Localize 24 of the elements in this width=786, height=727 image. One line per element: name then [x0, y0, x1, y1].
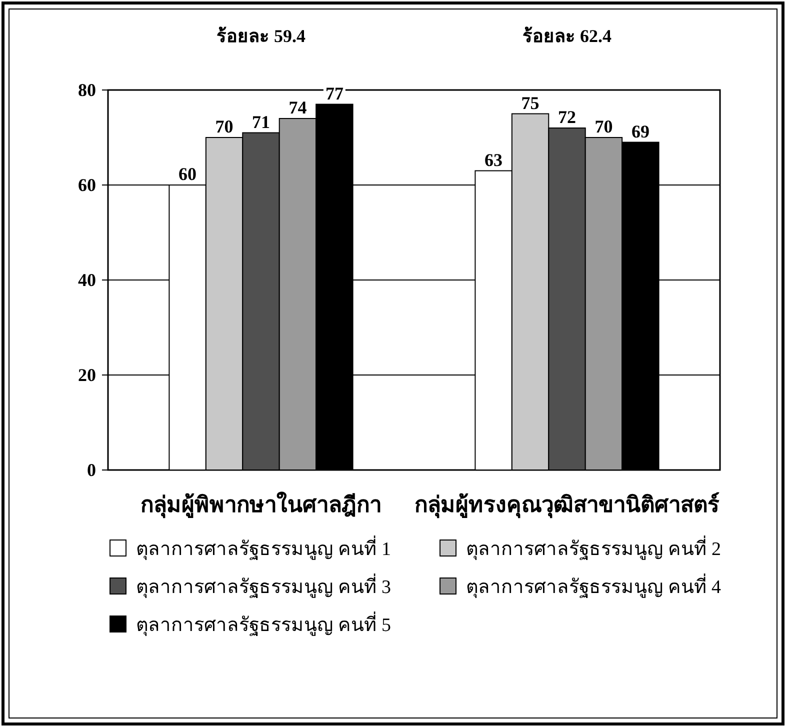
y-tick-label: 0: [87, 460, 96, 480]
legend-label: ตุลาการศาลรัฐธรรมนูญ คนที่ 5: [136, 611, 391, 637]
y-tick-label: 40: [78, 270, 96, 290]
data-label: 63: [484, 150, 503, 170]
x-tick-label: กลุ่มผู้ทรงคุณวุฒิสาขานิติศาสตร์: [414, 492, 720, 519]
data-label: 72: [558, 107, 576, 127]
legend-label: ตุลาการศาลรัฐธรรมนูญ คนที่ 1: [136, 535, 391, 561]
x-tick-label: กลุ่มผู้พิพากษาในศาลฎีกา: [140, 491, 382, 519]
data-label: 69: [631, 121, 650, 142]
text: ร้อยละ 59.4: [216, 26, 306, 46]
y-tick-label: 60: [78, 175, 96, 195]
data-label: 70: [594, 116, 613, 136]
legend-label: ตุลาการศาลรัฐธรรมนูญ คนที่ 3: [136, 573, 391, 599]
legend-label: ตุลาการศาลรัฐธรรมนูญ คนที่ 4: [466, 573, 722, 599]
data-label: 75: [521, 92, 540, 113]
y-tick-label: 20: [78, 365, 96, 385]
data-label: 74: [288, 98, 307, 118]
data-label: 70: [215, 116, 234, 136]
data-label: 71: [252, 112, 270, 132]
legend-label: ตุลาการศาลรัฐธรรมนูญ คนที่ 2: [466, 535, 721, 561]
y-tick-label: 80: [78, 80, 96, 100]
text: ร้อยละ 62.4: [522, 26, 612, 46]
data-label: 77: [325, 83, 344, 104]
data-label: 60: [178, 164, 197, 184]
